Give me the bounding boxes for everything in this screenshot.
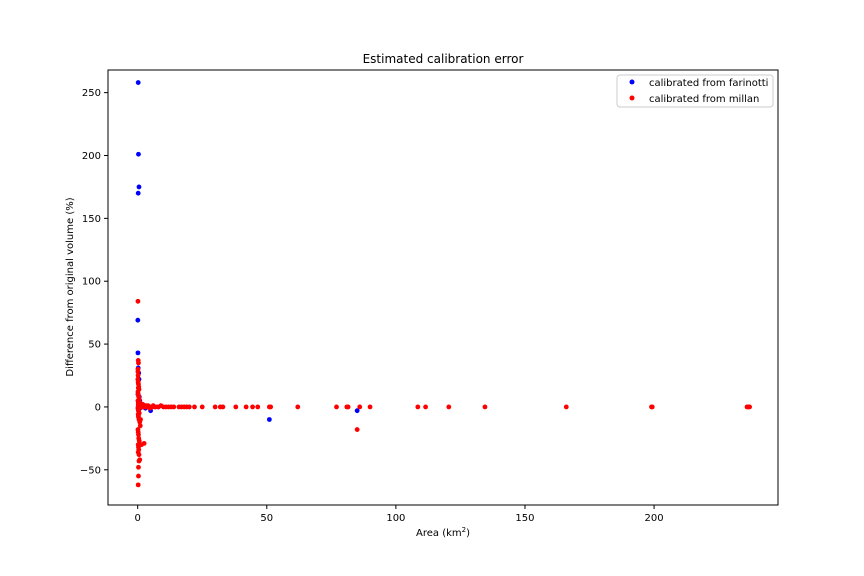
point-millan	[136, 413, 141, 419]
y-axis-ticks: −50 0 50 100 150 200 250	[80, 88, 108, 476]
y-tick-label: 100	[82, 277, 101, 288]
point-farinotti	[266, 417, 272, 422]
point-millan	[136, 473, 141, 479]
x-tick-label: 200	[645, 513, 664, 524]
point-millan	[345, 404, 351, 410]
y-tick-label: 0	[95, 402, 101, 413]
point-millan	[136, 438, 142, 444]
point-millan	[482, 404, 488, 410]
point-millan	[136, 464, 141, 470]
x-tick-label: 50	[260, 513, 273, 524]
point-millan	[199, 404, 205, 410]
x-tick-label: 100	[386, 513, 405, 524]
legend-label-farinotti: calibrated from farinotti	[649, 78, 768, 89]
point-millan	[357, 404, 363, 410]
point-farinotti	[135, 80, 141, 85]
point-millan	[354, 427, 360, 432]
point-millan	[186, 404, 192, 410]
point-millan	[136, 452, 142, 458]
point-farinotti	[135, 350, 141, 356]
point-millan	[220, 404, 226, 410]
point-millan	[136, 385, 141, 391]
x-tick-label: 0	[135, 513, 141, 524]
y-tick-label: 50	[88, 340, 101, 351]
y-tick-label: 250	[82, 88, 101, 99]
legend-marker-millan	[629, 95, 635, 101]
point-millan	[563, 404, 569, 410]
point-millan	[295, 404, 301, 410]
x-axis-ticks: 0 50 100 150 200	[135, 505, 664, 524]
point-millan	[423, 404, 428, 410]
point-millan	[137, 457, 143, 463]
chart-title: Estimated calibration error	[363, 52, 524, 66]
point-farinotti	[136, 184, 142, 190]
point-millan	[243, 404, 249, 410]
point-millan	[141, 440, 147, 446]
point-millan	[137, 423, 143, 429]
point-millan	[135, 298, 141, 304]
point-millan	[136, 360, 141, 366]
point-millan	[415, 404, 421, 410]
point-millan	[268, 404, 274, 410]
point-farinotti	[135, 317, 141, 323]
plot-frame	[107, 69, 779, 506]
point-millan	[367, 404, 373, 410]
point-millan	[138, 417, 143, 422]
y-axis-label: Difference from original volume (%)	[65, 197, 76, 376]
point-millan	[250, 404, 255, 410]
point-millan	[135, 369, 141, 375]
point-farinotti	[135, 190, 141, 196]
point-millan	[747, 404, 752, 410]
x-axis-label: Area (km2)	[416, 526, 470, 539]
legend: calibrated from farinotti calibrated fro…	[616, 74, 774, 108]
point-farinotti	[354, 408, 360, 414]
point-millan	[212, 404, 218, 410]
y-tick-label: −50	[80, 465, 101, 476]
point-millan	[255, 404, 261, 410]
legend-label-millan: calibrated from millan	[649, 94, 759, 105]
data-points	[135, 80, 752, 488]
y-tick-label: 150	[82, 214, 101, 225]
point-farinotti	[136, 151, 141, 157]
point-millan	[135, 380, 141, 386]
point-millan	[135, 373, 141, 378]
y-tick-label: 200	[82, 151, 101, 162]
point-millan	[233, 404, 239, 410]
point-millan	[140, 403, 146, 409]
x-tick-label: 150	[515, 513, 534, 524]
point-millan	[334, 404, 339, 410]
point-millan	[171, 404, 177, 410]
point-millan	[192, 404, 197, 410]
legend-box	[616, 74, 774, 108]
point-millan	[136, 432, 141, 437]
point-millan	[649, 404, 655, 410]
point-millan	[135, 482, 141, 488]
legend-marker-farinotti	[629, 79, 635, 85]
point-millan	[446, 404, 452, 410]
